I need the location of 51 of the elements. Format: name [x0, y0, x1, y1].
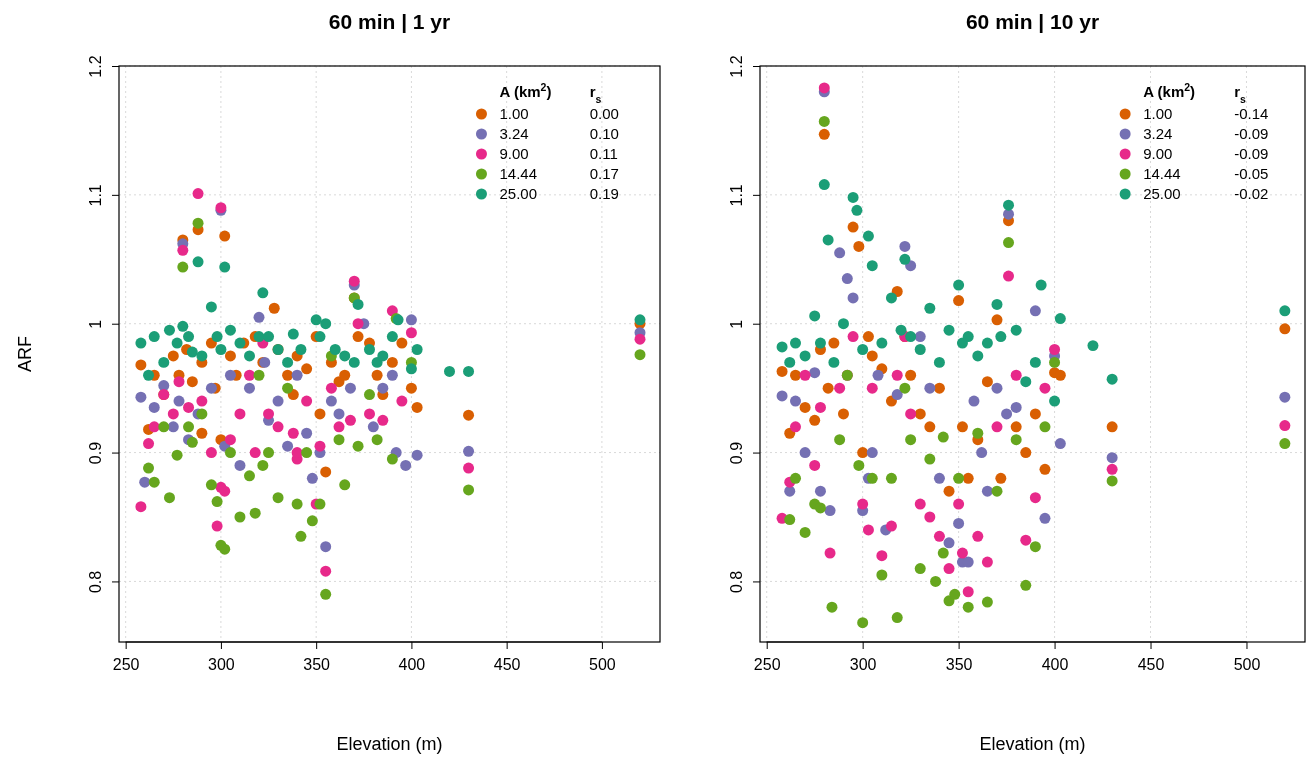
x-tick-label: 500 [1233, 655, 1261, 673]
annotation: r$_{s}$ [1234, 83, 1246, 105]
legend-label: 3.24 [499, 125, 529, 142]
y-axis-title: ARF [15, 336, 35, 372]
y-tick-label: 1.1 [728, 184, 745, 207]
legend-label: 1.00 [1143, 105, 1173, 122]
x-tick-label: 450 [493, 655, 521, 673]
legend-label: 25.00 [1143, 185, 1181, 202]
y-tick-label: 1.2 [87, 55, 104, 78]
y-tick-label: 1.1 [87, 184, 104, 207]
chart-title: 60 min | 10 yr [965, 10, 1100, 33]
x-tick-label: 250 [753, 655, 781, 673]
x-tick-label: 300 [849, 655, 877, 673]
annotation: r$_{s}$ [589, 83, 602, 105]
x-tick-label: 500 [589, 655, 616, 673]
legend-label: 9.00 [499, 145, 529, 162]
annotation: 0.10 [589, 125, 619, 142]
x-tick-label: 300 [208, 655, 235, 673]
legend-title: A (km$^{2}$) [1143, 81, 1196, 100]
y-tick-label: 0.9 [87, 441, 104, 465]
y-tick-label: 0.8 [87, 570, 104, 594]
annotation: 0.00 [589, 105, 619, 122]
y-tick-label: 0.9 [728, 441, 745, 465]
x-tick-label: 400 [1041, 655, 1069, 673]
x-axis-title: Elevation (m) [979, 734, 1086, 754]
legend-label: 14.44 [1143, 165, 1181, 182]
annotation: -0.09 [1234, 145, 1269, 162]
legend-title: A (km$^{2}$) [499, 81, 552, 100]
annotation: -0.02 [1234, 185, 1269, 202]
chart-title: 60 min | 1 yr [328, 10, 451, 33]
x-tick-label: 350 [945, 655, 973, 673]
legend-label: 3.24 [1143, 125, 1173, 142]
annotation: 0.11 [589, 145, 618, 162]
y-tick-label: 0.8 [728, 570, 745, 594]
x-tick-label: 450 [1137, 655, 1165, 673]
legend-label: 1.00 [499, 105, 529, 122]
y-tick-label: 1.2 [728, 55, 745, 78]
y-tick-label: 1 [728, 319, 745, 329]
annotation: -0.09 [1234, 125, 1269, 142]
legend-label: 9.00 [1143, 145, 1173, 162]
annotation: 0.17 [589, 165, 619, 182]
annotation: -0.14 [1234, 105, 1269, 122]
x-tick-label: 350 [303, 655, 331, 673]
x-axis-title: Elevation (m) [336, 734, 443, 754]
legend-label: 25.00 [499, 185, 538, 202]
annotation: 0.19 [589, 185, 619, 202]
y-tick-label: 1 [87, 319, 104, 329]
legend-label: 14.44 [499, 165, 538, 182]
annotation: -0.05 [1234, 165, 1269, 182]
x-tick-label: 400 [398, 655, 426, 673]
x-tick-label: 250 [112, 655, 140, 673]
